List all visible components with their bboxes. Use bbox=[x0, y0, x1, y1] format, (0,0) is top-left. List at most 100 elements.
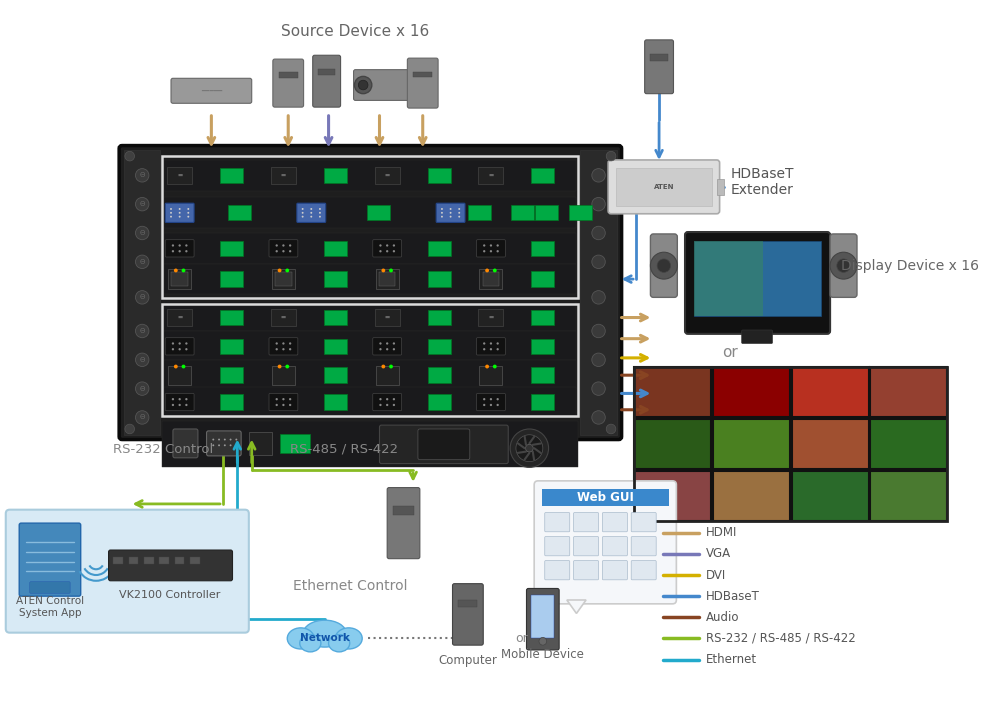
Circle shape bbox=[592, 168, 605, 182]
Circle shape bbox=[278, 365, 281, 368]
Bar bbox=[428, 394, 451, 410]
Text: Θ: Θ bbox=[140, 295, 145, 300]
Circle shape bbox=[179, 212, 181, 214]
Text: ▬: ▬ bbox=[488, 315, 494, 320]
Bar bbox=[164, 263, 576, 295]
Bar bbox=[713, 420, 790, 469]
Bar bbox=[318, 69, 335, 75]
Bar bbox=[531, 394, 554, 410]
Bar bbox=[393, 506, 414, 515]
FancyBboxPatch shape bbox=[375, 167, 400, 184]
Circle shape bbox=[490, 244, 492, 246]
Circle shape bbox=[218, 444, 220, 447]
Circle shape bbox=[185, 404, 188, 406]
Circle shape bbox=[289, 250, 291, 252]
Circle shape bbox=[441, 212, 443, 214]
Circle shape bbox=[379, 398, 382, 400]
Text: ▬: ▬ bbox=[281, 173, 286, 178]
Circle shape bbox=[125, 151, 135, 161]
Circle shape bbox=[657, 259, 671, 273]
Text: Θ: Θ bbox=[140, 386, 145, 392]
Circle shape bbox=[592, 382, 605, 395]
Circle shape bbox=[497, 398, 499, 400]
Text: or: or bbox=[515, 632, 528, 645]
FancyBboxPatch shape bbox=[275, 272, 292, 286]
Text: Mobile Device: Mobile Device bbox=[501, 648, 584, 661]
FancyBboxPatch shape bbox=[483, 272, 499, 286]
FancyBboxPatch shape bbox=[387, 488, 420, 559]
Circle shape bbox=[483, 250, 485, 252]
Bar bbox=[413, 72, 432, 77]
Circle shape bbox=[172, 404, 174, 406]
Bar bbox=[634, 420, 711, 469]
FancyBboxPatch shape bbox=[165, 203, 194, 222]
Circle shape bbox=[289, 342, 291, 344]
FancyBboxPatch shape bbox=[479, 366, 502, 385]
Circle shape bbox=[276, 250, 278, 252]
Bar bbox=[542, 488, 669, 506]
Circle shape bbox=[483, 398, 485, 400]
Circle shape bbox=[441, 208, 443, 210]
Bar bbox=[324, 368, 347, 383]
Circle shape bbox=[282, 244, 285, 246]
Circle shape bbox=[450, 208, 452, 210]
Bar bbox=[468, 205, 491, 221]
Text: Display Device x 16: Display Device x 16 bbox=[841, 258, 979, 273]
Circle shape bbox=[379, 250, 382, 252]
Text: ▬: ▬ bbox=[177, 173, 182, 178]
Circle shape bbox=[125, 424, 135, 434]
Text: ATEN Control
System App: ATEN Control System App bbox=[16, 596, 84, 618]
Circle shape bbox=[289, 244, 291, 246]
FancyBboxPatch shape bbox=[280, 434, 310, 453]
Circle shape bbox=[592, 324, 605, 338]
FancyBboxPatch shape bbox=[171, 78, 252, 103]
FancyBboxPatch shape bbox=[373, 393, 402, 410]
Circle shape bbox=[458, 208, 460, 210]
Circle shape bbox=[490, 342, 492, 344]
FancyBboxPatch shape bbox=[173, 429, 198, 458]
Circle shape bbox=[282, 342, 285, 344]
Bar bbox=[159, 557, 169, 564]
Bar bbox=[531, 241, 554, 256]
Bar bbox=[458, 600, 477, 607]
Circle shape bbox=[483, 342, 485, 344]
FancyBboxPatch shape bbox=[313, 55, 341, 107]
Circle shape bbox=[483, 244, 485, 246]
FancyBboxPatch shape bbox=[119, 146, 622, 439]
Circle shape bbox=[187, 216, 189, 217]
Bar bbox=[324, 241, 347, 256]
Bar bbox=[634, 471, 711, 521]
Circle shape bbox=[393, 348, 395, 351]
Circle shape bbox=[285, 268, 289, 273]
Circle shape bbox=[379, 244, 382, 246]
FancyBboxPatch shape bbox=[418, 429, 470, 459]
Circle shape bbox=[174, 365, 178, 368]
Text: HDBaseT
Extender: HDBaseT Extender bbox=[730, 167, 794, 197]
Bar bbox=[220, 310, 243, 325]
Circle shape bbox=[289, 398, 291, 400]
FancyBboxPatch shape bbox=[165, 338, 194, 355]
Bar bbox=[162, 421, 578, 467]
Ellipse shape bbox=[300, 635, 321, 652]
Circle shape bbox=[278, 268, 281, 273]
Bar bbox=[220, 168, 243, 183]
Circle shape bbox=[282, 398, 285, 400]
FancyBboxPatch shape bbox=[685, 232, 830, 334]
Circle shape bbox=[497, 244, 499, 246]
Text: ━━━━━: ━━━━━ bbox=[201, 88, 222, 94]
Circle shape bbox=[224, 439, 226, 440]
FancyBboxPatch shape bbox=[167, 309, 192, 326]
Bar bbox=[792, 420, 869, 469]
Circle shape bbox=[592, 255, 605, 268]
Circle shape bbox=[224, 444, 226, 447]
Bar bbox=[531, 339, 554, 354]
Circle shape bbox=[212, 444, 214, 447]
Circle shape bbox=[606, 151, 616, 161]
FancyBboxPatch shape bbox=[477, 240, 505, 257]
Text: Θ: Θ bbox=[140, 173, 145, 178]
Bar bbox=[428, 368, 451, 383]
Circle shape bbox=[185, 250, 188, 252]
Circle shape bbox=[135, 168, 149, 182]
Bar bbox=[164, 387, 576, 415]
Circle shape bbox=[393, 250, 395, 252]
